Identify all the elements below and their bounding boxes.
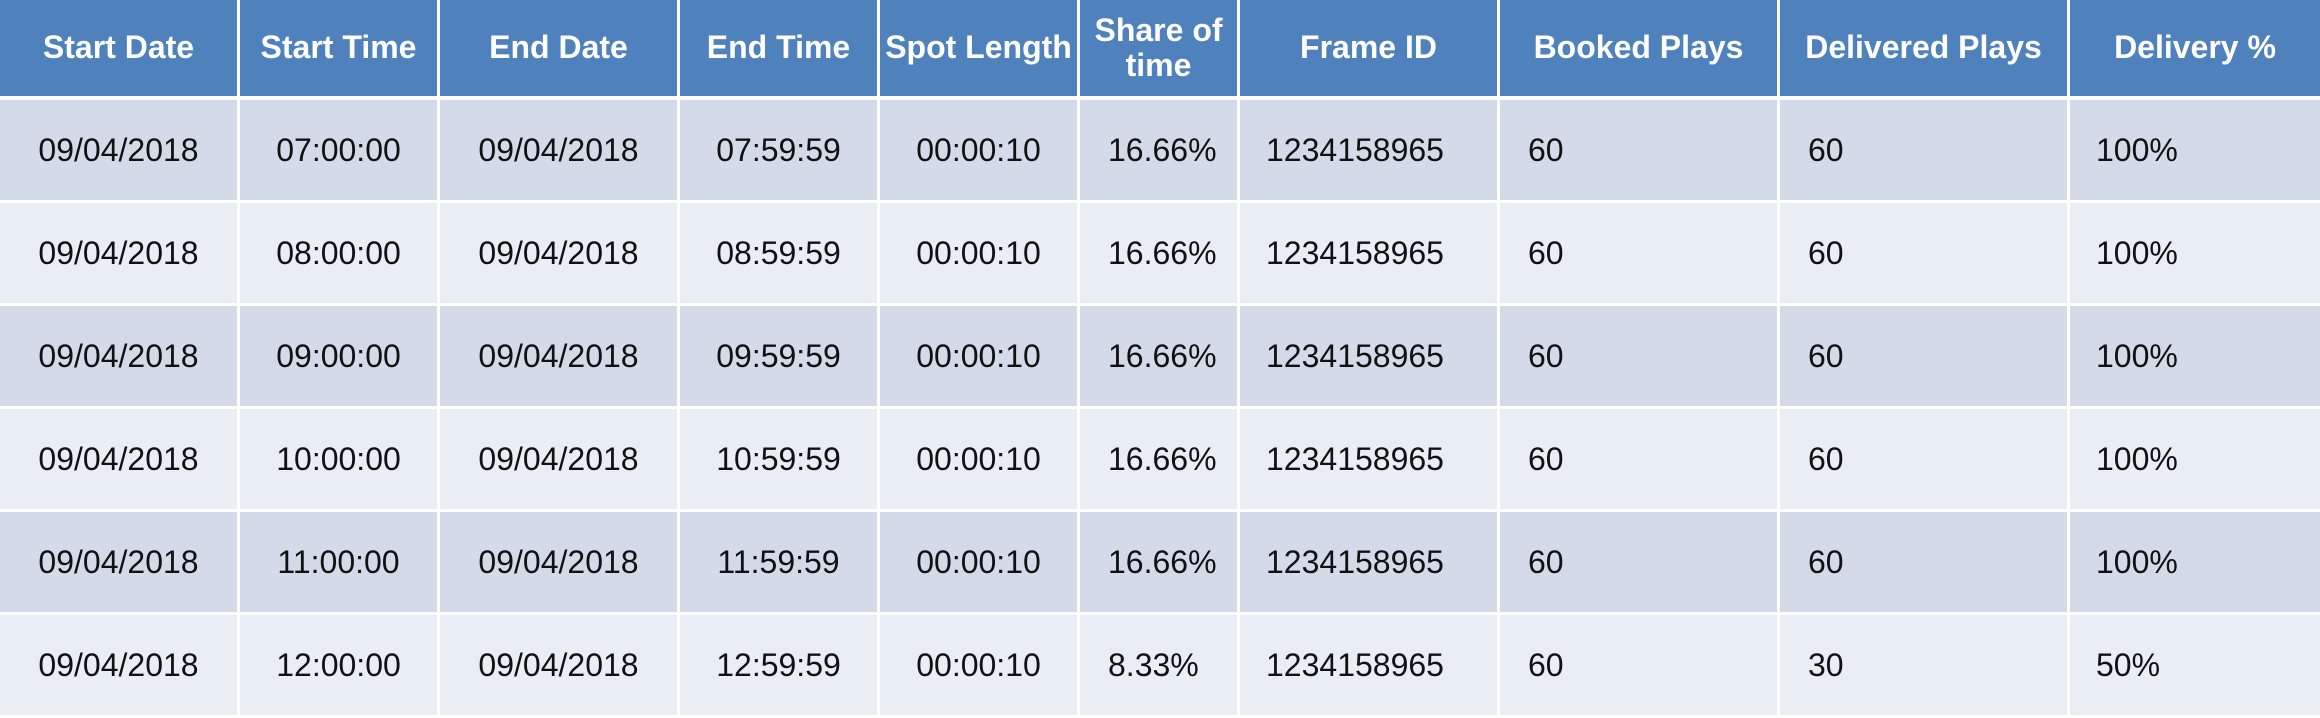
table-row: 09/04/2018 11:00:00 09/04/2018 11:59:59 … — [0, 512, 2320, 615]
header-share-of-time: Share of time — [1080, 0, 1240, 100]
cell-start-date: 09/04/2018 — [0, 203, 240, 306]
cell-delivery-percent: 100% — [2070, 203, 2320, 306]
header-row: Start Date Start Time End Date End Time … — [0, 0, 2320, 100]
cell-frame-id: 1234158965 — [1240, 512, 1500, 615]
cell-end-date: 09/04/2018 — [440, 203, 680, 306]
cell-delivery-percent: 100% — [2070, 512, 2320, 615]
cell-spot-length: 00:00:10 — [880, 100, 1080, 203]
table-row: 09/04/2018 07:00:00 09/04/2018 07:59:59 … — [0, 100, 2320, 203]
cell-end-time: 08:59:59 — [680, 203, 880, 306]
cell-end-date: 09/04/2018 — [440, 306, 680, 409]
cell-frame-id: 1234158965 — [1240, 100, 1500, 203]
table-row: 09/04/2018 09:00:00 09/04/2018 09:59:59 … — [0, 306, 2320, 409]
cell-booked-plays: 60 — [1500, 409, 1780, 512]
cell-spot-length: 00:00:10 — [880, 615, 1080, 718]
cell-delivered-plays: 60 — [1780, 512, 2070, 615]
cell-delivered-plays: 30 — [1780, 615, 2070, 718]
cell-end-date: 09/04/2018 — [440, 512, 680, 615]
cell-share-of-time: 16.66% — [1080, 203, 1240, 306]
cell-spot-length: 00:00:10 — [880, 203, 1080, 306]
cell-end-time: 07:59:59 — [680, 100, 880, 203]
cell-share-of-time: 8.33% — [1080, 615, 1240, 718]
table-row: 09/04/2018 12:00:00 09/04/2018 12:59:59 … — [0, 615, 2320, 718]
cell-end-date: 09/04/2018 — [440, 100, 680, 203]
cell-start-time: 09:00:00 — [240, 306, 440, 409]
cell-start-time: 10:00:00 — [240, 409, 440, 512]
cell-start-date: 09/04/2018 — [0, 100, 240, 203]
header-start-date: Start Date — [0, 0, 240, 100]
table-row: 09/04/2018 10:00:00 09/04/2018 10:59:59 … — [0, 409, 2320, 512]
cell-delivery-percent: 100% — [2070, 306, 2320, 409]
cell-booked-plays: 60 — [1500, 306, 1780, 409]
cell-spot-length: 00:00:10 — [880, 409, 1080, 512]
table-row: 09/04/2018 08:00:00 09/04/2018 08:59:59 … — [0, 203, 2320, 306]
cell-start-time: 07:00:00 — [240, 100, 440, 203]
cell-start-time: 08:00:00 — [240, 203, 440, 306]
header-start-time: Start Time — [240, 0, 440, 100]
cell-booked-plays: 60 — [1500, 100, 1780, 203]
cell-end-time: 12:59:59 — [680, 615, 880, 718]
cell-delivered-plays: 60 — [1780, 409, 2070, 512]
header-end-time: End Time — [680, 0, 880, 100]
cell-frame-id: 1234158965 — [1240, 615, 1500, 718]
cell-frame-id: 1234158965 — [1240, 203, 1500, 306]
cell-start-time: 11:00:00 — [240, 512, 440, 615]
cell-end-date: 09/04/2018 — [440, 615, 680, 718]
cell-booked-plays: 60 — [1500, 203, 1780, 306]
header-end-date: End Date — [440, 0, 680, 100]
cell-start-date: 09/04/2018 — [0, 409, 240, 512]
cell-end-date: 09/04/2018 — [440, 409, 680, 512]
cell-frame-id: 1234158965 — [1240, 306, 1500, 409]
cell-end-time: 09:59:59 — [680, 306, 880, 409]
cell-end-time: 10:59:59 — [680, 409, 880, 512]
cell-share-of-time: 16.66% — [1080, 512, 1240, 615]
header-delivery-percent: Delivery % — [2070, 0, 2320, 100]
cell-spot-length: 00:00:10 — [880, 512, 1080, 615]
cell-start-time: 12:00:00 — [240, 615, 440, 718]
cell-share-of-time: 16.66% — [1080, 306, 1240, 409]
cell-start-date: 09/04/2018 — [0, 512, 240, 615]
cell-frame-id: 1234158965 — [1240, 409, 1500, 512]
cell-start-date: 09/04/2018 — [0, 306, 240, 409]
header-delivered-plays: Delivered Plays — [1780, 0, 2070, 100]
cell-share-of-time: 16.66% — [1080, 409, 1240, 512]
cell-delivery-percent: 50% — [2070, 615, 2320, 718]
header-frame-id: Frame ID — [1240, 0, 1500, 100]
cell-booked-plays: 60 — [1500, 615, 1780, 718]
cell-delivered-plays: 60 — [1780, 100, 2070, 203]
cell-share-of-time: 16.66% — [1080, 100, 1240, 203]
cell-start-date: 09/04/2018 — [0, 615, 240, 718]
cell-delivery-percent: 100% — [2070, 409, 2320, 512]
header-spot-length: Spot Length — [880, 0, 1080, 100]
header-booked-plays: Booked Plays — [1500, 0, 1780, 100]
cell-delivered-plays: 60 — [1780, 203, 2070, 306]
cell-booked-plays: 60 — [1500, 512, 1780, 615]
cell-end-time: 11:59:59 — [680, 512, 880, 615]
cell-delivered-plays: 60 — [1780, 306, 2070, 409]
cell-spot-length: 00:00:10 — [880, 306, 1080, 409]
cell-delivery-percent: 100% — [2070, 100, 2320, 203]
